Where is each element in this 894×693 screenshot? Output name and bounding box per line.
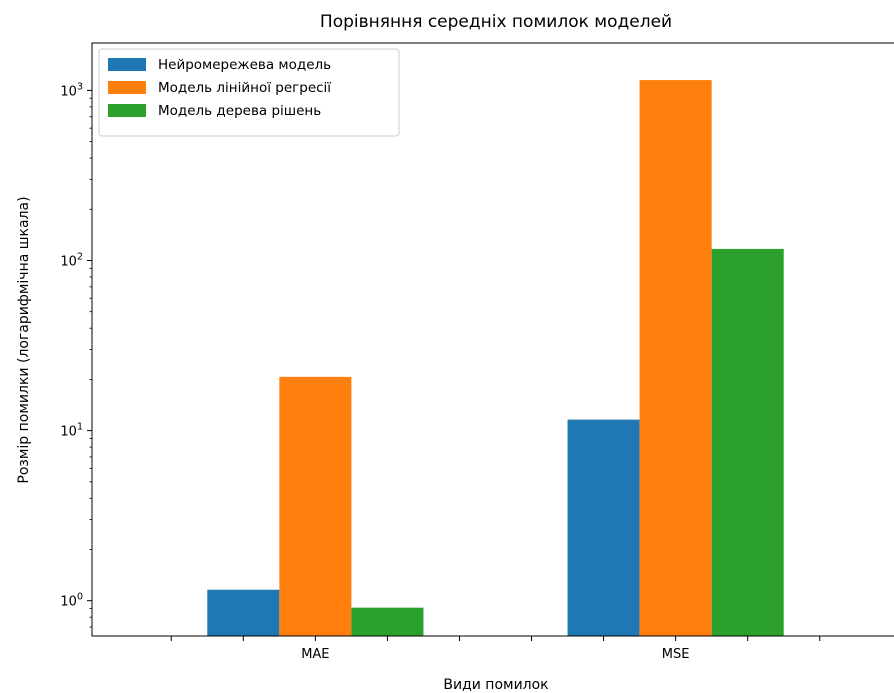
- bar-mae-series-1: [207, 589, 280, 636]
- y-tick-label: 102: [60, 252, 83, 270]
- y-axis-ticks: 100 101 102 103: [60, 81, 92, 628]
- x-axis-label: Види помилок: [443, 677, 548, 693]
- bar-mse-series-3: [711, 248, 784, 636]
- y-tick-label: 103: [60, 81, 83, 99]
- plot-frame: [91, 42, 894, 637]
- legend-box: [98, 48, 400, 137]
- x-axis-ticks: MAE MSE: [170, 636, 821, 662]
- bars-group: [207, 80, 784, 636]
- legend-label-series-1: Нейромережева модель: [158, 57, 331, 73]
- bar-mse-series-1: [567, 419, 640, 636]
- legend-swatch-series-1: [108, 58, 146, 71]
- legend: Нейромережева модель Модель лінійної регр…: [98, 48, 400, 137]
- bar-mse-series-2: [639, 80, 712, 636]
- x-tick-label-mse: MSE: [662, 647, 690, 662]
- y-tick-label: 101: [60, 422, 83, 440]
- legend-label-series-3: Модель дерева рішень: [158, 103, 321, 119]
- x-tick-label-mae: MAE: [301, 647, 329, 662]
- y-axis-label: Розмір помилки (логарифмічна шкала): [16, 196, 32, 483]
- bar-mae-series-3: [351, 607, 424, 636]
- y-tick-label: 100: [60, 592, 83, 610]
- legend-swatch-series-3: [108, 104, 146, 117]
- bar-mae-series-2: [279, 376, 352, 636]
- chart-title: Порівняння середніх помилок моделей: [320, 12, 672, 32]
- legend-swatch-series-2: [108, 81, 146, 94]
- legend-label-series-2: Модель лінійної регресії: [158, 80, 331, 96]
